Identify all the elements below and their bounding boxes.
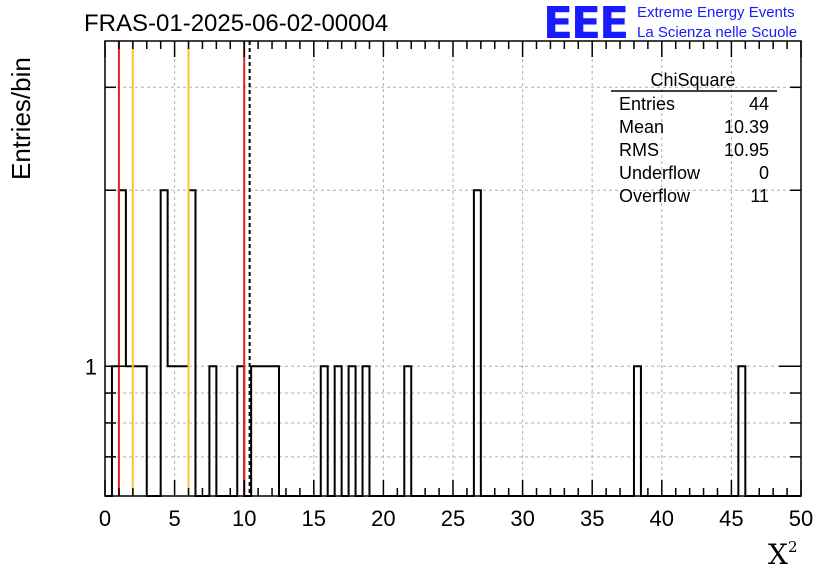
x-tick-label: 10 xyxy=(232,506,256,531)
histogram-bin xyxy=(119,190,126,496)
x-tick-label: 25 xyxy=(441,506,465,531)
stats-row-value: 0 xyxy=(759,163,769,183)
stats-box-title: ChiSquare xyxy=(650,70,735,90)
histogram-bin xyxy=(634,366,641,496)
stats-row-label: Overflow xyxy=(619,186,691,206)
histogram-bin xyxy=(321,366,328,496)
logo-line-1: Extreme Energy Events xyxy=(637,4,795,21)
histogram-bin xyxy=(349,366,356,496)
stats-row-value: 44 xyxy=(749,94,769,114)
x-tick-label: 45 xyxy=(719,506,743,531)
histogram-bin xyxy=(265,366,272,496)
histogram-bin xyxy=(182,366,189,496)
x-tick-label: 0 xyxy=(99,506,111,531)
histogram-bin xyxy=(251,366,258,496)
stats-row-label: Mean xyxy=(619,117,664,137)
histogram-bin xyxy=(258,366,265,496)
stats-row-value: 10.39 xyxy=(724,117,769,137)
x-axis-label: X2 xyxy=(768,538,797,571)
y-tick-label: 1 xyxy=(85,354,97,379)
histogram-bin xyxy=(140,366,147,496)
histogram-bin xyxy=(363,366,370,496)
x-tick-label: 35 xyxy=(580,506,604,531)
histogram-bin xyxy=(738,366,745,496)
histogram-bin xyxy=(474,190,481,496)
histogram-bin xyxy=(272,366,279,496)
histogram-bin xyxy=(209,366,216,496)
x-tick-label: 50 xyxy=(789,506,813,531)
histogram-bin xyxy=(237,366,244,496)
x-tick-label: 15 xyxy=(302,506,326,531)
x-tick-label: 20 xyxy=(371,506,395,531)
histogram-bin xyxy=(189,190,196,496)
stats-row-value: 11 xyxy=(750,186,769,206)
x-tick-label: 40 xyxy=(650,506,674,531)
x-tick-label: 30 xyxy=(510,506,534,531)
stats-row-value: 10.95 xyxy=(724,140,769,160)
histogram-bin xyxy=(161,190,168,496)
stats-row-label: Underflow xyxy=(619,163,701,183)
stats-row-label: Entries xyxy=(619,94,675,114)
x-axis-label-main: X xyxy=(768,538,788,571)
histogram-bin xyxy=(112,366,119,496)
logo-line-2: La Scienza nelle Scuole xyxy=(637,24,798,41)
stats-row-label: RMS xyxy=(619,140,659,160)
histogram-bin xyxy=(126,366,133,496)
x-tick-label: 5 xyxy=(168,506,180,531)
chart-title: FRAS-01-2025-06-02-00004 xyxy=(84,10,389,37)
histogram-bin xyxy=(335,366,342,496)
histogram-bin xyxy=(133,366,140,496)
histogram-bin xyxy=(168,366,175,496)
histogram-bin xyxy=(404,366,411,496)
x-axis-label-sup: 2 xyxy=(787,538,798,556)
histogram-bin xyxy=(175,366,182,496)
